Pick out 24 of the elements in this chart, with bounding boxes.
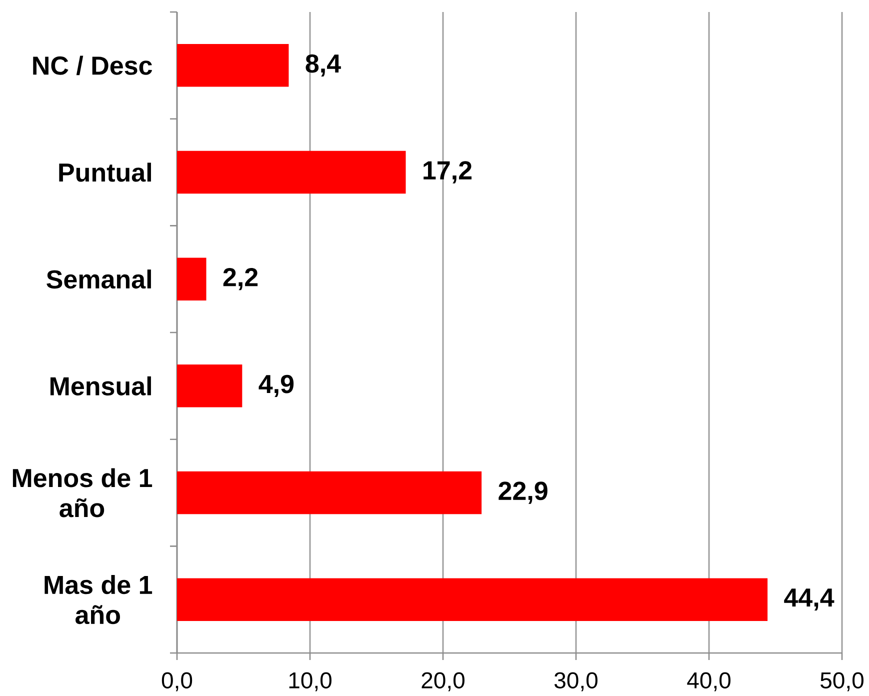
x-tick-label: 50,0 <box>820 672 864 692</box>
y-tick-label: Menos de 1 año <box>12 468 152 518</box>
bar <box>177 44 289 87</box>
y-tick-label: Semanal <box>46 270 151 289</box>
data-label: 17,2 <box>424 161 472 184</box>
bar <box>177 258 206 300</box>
x-tick-label: 0,0 <box>162 672 192 692</box>
y-tick-label: NC / Desc <box>33 56 152 76</box>
data-label: 44,4 <box>784 588 834 611</box>
data-label: 4,9 <box>258 374 294 398</box>
x-tick-label: 30,0 <box>554 672 598 692</box>
bar <box>177 578 768 621</box>
x-tick-label: 10,0 <box>289 672 332 692</box>
bar <box>177 364 242 408</box>
data-label: 8,4 <box>306 54 341 77</box>
bar <box>177 471 482 514</box>
y-tick-label: Mensual <box>50 376 151 396</box>
x-tick-label: 20,0 <box>422 672 464 692</box>
bar <box>177 150 406 194</box>
y-tick-label: Puntual <box>59 162 151 182</box>
y-tick-label: Mas de 1 año <box>44 575 152 624</box>
x-tick-label: 40,0 <box>687 672 730 692</box>
data-label: 22,9 <box>498 482 548 504</box>
data-label: 2,2 <box>223 268 258 290</box>
